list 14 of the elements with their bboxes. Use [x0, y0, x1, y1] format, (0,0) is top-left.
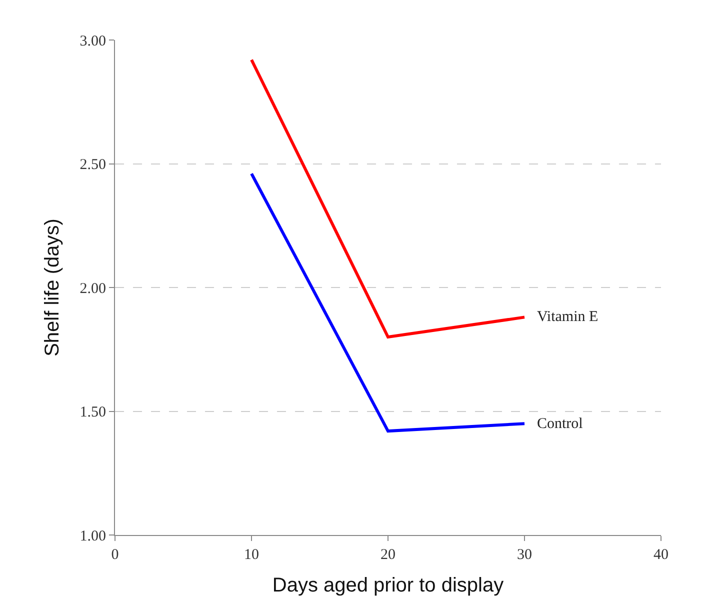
- y-tick-label: 2.50: [80, 157, 106, 173]
- y-tick-label: 1.50: [80, 404, 106, 420]
- x-axis-title: Days aged prior to display: [272, 574, 504, 596]
- x-tick-label: 10: [244, 547, 259, 563]
- y-tick-label: 2.00: [80, 280, 106, 297]
- x-tick-label: 20: [380, 547, 396, 563]
- x-tick-label: 0: [111, 547, 119, 563]
- x-tick-label: 30: [517, 547, 532, 563]
- x-tick-label: 40: [654, 547, 668, 563]
- y-tick-label: 1.00: [80, 528, 106, 544]
- series-label: Vitamin E: [537, 309, 598, 325]
- series-label: Control: [537, 416, 583, 432]
- y-axis-title: Shelf life (days): [41, 218, 64, 356]
- y-tick-label: 3.00: [80, 33, 106, 50]
